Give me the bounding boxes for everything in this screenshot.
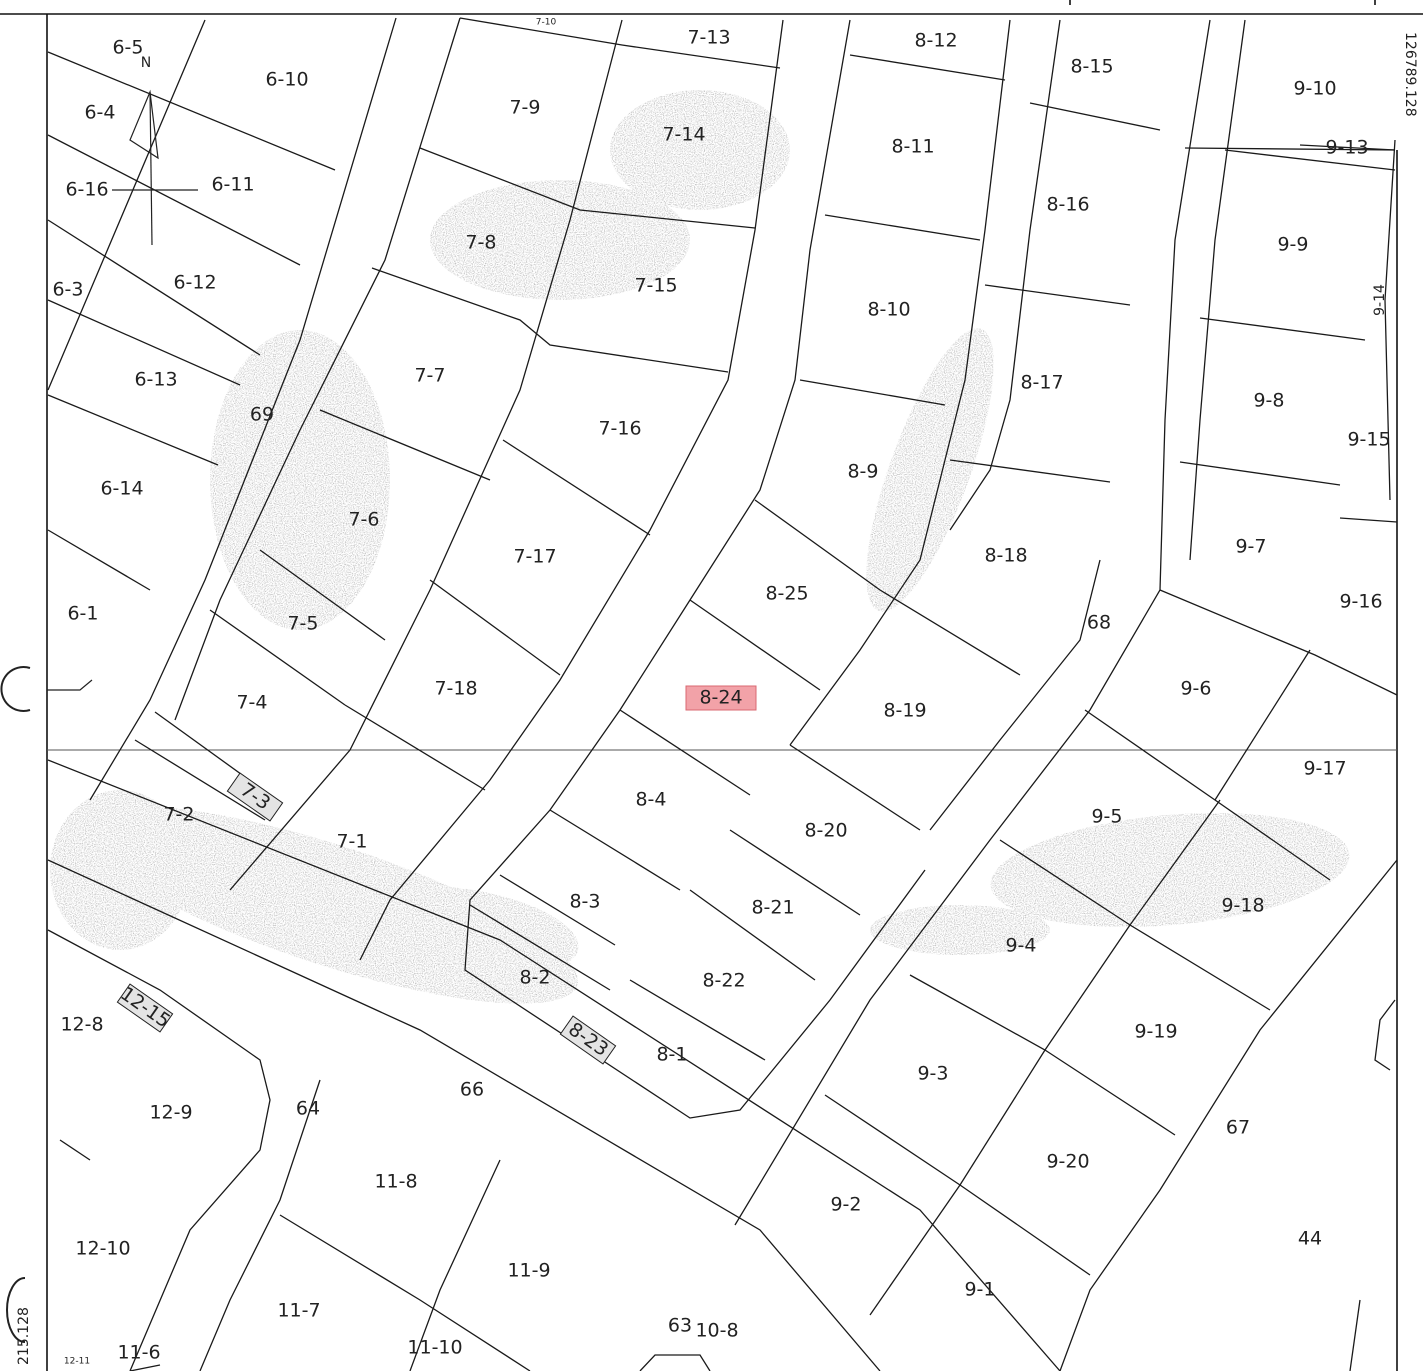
north-arrow-icon: N <box>112 55 198 246</box>
parcel-label-9-8[interactable]: 9-8 <box>1253 390 1284 412</box>
parcel-label-7-9[interactable]: 7-9 <box>509 97 540 119</box>
parcel-label-8-18[interactable]: 8-18 <box>984 545 1027 567</box>
parcel-label-44[interactable]: 44 <box>1298 1228 1322 1250</box>
parcel-label-64[interactable]: 64 <box>296 1098 320 1120</box>
parcel-label-9-19[interactable]: 9-19 <box>1134 1021 1177 1043</box>
parcel-boundaries <box>47 17 1397 1371</box>
parcel-label-6-14[interactable]: 6-14 <box>100 478 143 500</box>
parcel-label-7-18[interactable]: 7-18 <box>434 678 477 700</box>
parcel-label-7-17[interactable]: 7-17 <box>513 546 556 568</box>
parcel-label-8-25[interactable]: 8-25 <box>765 583 808 605</box>
parcel-label-8-22[interactable]: 8-22 <box>702 970 745 992</box>
parcel-label-8-21[interactable]: 8-21 <box>751 897 794 919</box>
parcel-label-11-10[interactable]: 11-10 <box>407 1337 462 1359</box>
parcel-label-9-6[interactable]: 9-6 <box>1180 678 1211 700</box>
parcel-label-8-15[interactable]: 8-15 <box>1070 56 1113 78</box>
parcel-tag-box <box>559 1015 617 1065</box>
parcel-label-8-2[interactable]: 8-2 <box>519 967 550 989</box>
parcel-label-11-8[interactable]: 11-8 <box>374 1171 417 1193</box>
parcel-label-8-9[interactable]: 8-9 <box>847 461 878 483</box>
parcel-label-8-3[interactable]: 8-3 <box>569 891 600 913</box>
parcel-label-12-9[interactable]: 12-9 <box>149 1102 192 1124</box>
parcel-label-6-5[interactable]: 6-5 <box>112 37 143 59</box>
parcel-label-6-11[interactable]: 6-11 <box>211 174 254 196</box>
parcel-label-7-10[interactable]: 7-10 <box>536 18 557 28</box>
parcel-label-8-20[interactable]: 8-20 <box>804 820 847 842</box>
parcel-label-7-5[interactable]: 7-5 <box>287 613 318 635</box>
terrain-shading <box>50 90 1350 1004</box>
parcel-label-7-1[interactable]: 7-1 <box>336 831 367 853</box>
parcel-label-7-2[interactable]: 7-2 <box>163 804 194 826</box>
top-right-coordinate: 126789.128 <box>1402 32 1418 117</box>
parcel-label-6-1[interactable]: 6-1 <box>67 603 98 625</box>
parcel-label-9-1[interactable]: 9-1 <box>964 1279 995 1301</box>
parcel-label-6-4[interactable]: 6-4 <box>84 102 115 124</box>
parcel-label-7-15[interactable]: 7-15 <box>634 275 677 297</box>
parcel-label-11-6[interactable]: 11-6 <box>117 1342 160 1364</box>
parcel-label-10-8[interactable]: 10-8 <box>695 1320 738 1342</box>
rotated-label-group-8-23: 8-23 <box>559 1015 617 1065</box>
parcel-label-8-19[interactable]: 8-19 <box>883 700 926 722</box>
parcel-label-63[interactable]: 63 <box>668 1315 692 1337</box>
parcel-label-9-14[interactable]: 9-14 <box>1372 284 1388 316</box>
parcel-label-7-13[interactable]: 7-13 <box>687 27 730 49</box>
parcel-label-7-4[interactable]: 7-4 <box>236 692 267 714</box>
highlighted-parcel-box <box>685 685 757 711</box>
parcel-label-69[interactable]: 69 <box>250 404 274 426</box>
parcel-label-9-18[interactable]: 9-18 <box>1221 895 1264 917</box>
rotated-label-group-12-15: 12-15 <box>116 983 174 1033</box>
parcel-label-8-11[interactable]: 8-11 <box>891 136 934 158</box>
parcel-label-6-3[interactable]: 6-3 <box>52 279 83 301</box>
parcel-label-9-15[interactable]: 9-15 <box>1347 429 1390 451</box>
margin-marks <box>0 666 93 1343</box>
highlighted-parcel-label[interactable]: 8-24 <box>699 687 742 709</box>
parcel-label-9-4[interactable]: 9-4 <box>1005 935 1036 957</box>
rotated-parcel-labels: 7-312-158-239-14 <box>116 284 1388 1065</box>
parcel-label-67[interactable]: 67 <box>1226 1117 1250 1139</box>
parcel-label-11-7[interactable]: 11-7 <box>277 1300 320 1322</box>
parcel-label-8-4[interactable]: 8-4 <box>635 789 666 811</box>
parcel-label-9-20[interactable]: 9-20 <box>1046 1151 1089 1173</box>
parcel-label-9-5[interactable]: 9-5 <box>1091 806 1122 828</box>
parcel-label-11-9[interactable]: 11-9 <box>507 1260 550 1282</box>
parcel-label-9-2[interactable]: 9-2 <box>830 1194 861 1216</box>
tiny-parcel-labels: 7-10 12-11 <box>64 18 557 1367</box>
parcel-label-7-8[interactable]: 7-8 <box>465 232 496 254</box>
parcel-label-8-16[interactable]: 8-16 <box>1046 194 1089 216</box>
parcel-tag-box <box>116 983 174 1033</box>
parcel-tag-box <box>226 772 284 822</box>
parcel-label-8-12[interactable]: 8-12 <box>914 30 957 52</box>
parcel-label-6-16[interactable]: 6-16 <box>65 179 108 201</box>
parcel-label-9-17[interactable]: 9-17 <box>1303 758 1346 780</box>
parcel-label-7-6[interactable]: 7-6 <box>348 509 379 531</box>
parcel-label-7-14[interactable]: 7-14 <box>662 124 705 146</box>
parcel-label-9-10[interactable]: 9-10 <box>1293 78 1336 100</box>
parcel-label-8-17[interactable]: 8-17 <box>1020 372 1063 394</box>
parcel-label-66[interactable]: 66 <box>460 1079 484 1101</box>
parcel-label-7-7[interactable]: 7-7 <box>414 365 445 387</box>
parcel-label-12-11[interactable]: 12-11 <box>64 1357 90 1367</box>
parcel-label-9-16[interactable]: 9-16 <box>1339 591 1382 613</box>
north-label: N <box>141 55 151 71</box>
parcel-label-6-13[interactable]: 6-13 <box>134 369 177 391</box>
parcel-label-7-16[interactable]: 7-16 <box>598 418 641 440</box>
parcel-label-9-7[interactable]: 9-7 <box>1235 536 1266 558</box>
parcel-label-6-10[interactable]: 6-10 <box>265 69 308 91</box>
parcel-label-9-13[interactable]: 9-13 <box>1325 137 1368 159</box>
parcel-label-8-1[interactable]: 8-1 <box>656 1044 687 1066</box>
parcel-label-9-3[interactable]: 9-3 <box>917 1063 948 1085</box>
parcel-label-8-10[interactable]: 8-10 <box>867 299 910 321</box>
bottom-left-coordinate: 215.128 <box>16 1307 32 1365</box>
rotated-label-group-9-14: 9-14 <box>1372 284 1388 316</box>
parcel-label-6-12[interactable]: 6-12 <box>173 272 216 294</box>
parcel-labels: 6-5 6-4 6-10 6-16 6-11 6-3 6-12 6-13 69 6-14 6-1 7-… <box>52 27 1390 1364</box>
parcel-label-12-8[interactable]: 12-8 <box>60 1014 103 1036</box>
parcel-label-68[interactable]: 68 <box>1087 612 1111 634</box>
parcel-label-9-9[interactable]: 9-9 <box>1277 234 1308 256</box>
parcel-label-12-10[interactable]: 12-10 <box>75 1238 130 1260</box>
